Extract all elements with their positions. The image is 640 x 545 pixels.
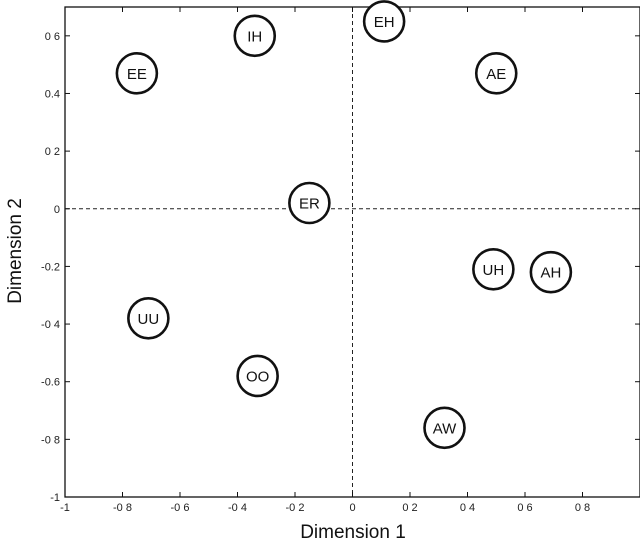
y-tick-label: -0 8 [41, 434, 60, 446]
point-marker [362, 0, 406, 43]
y-tick-label: 0.4 [45, 88, 60, 100]
point-label: AH [540, 265, 561, 282]
data-point: EE [115, 51, 159, 95]
data-point: UH [472, 247, 515, 291]
y-tick-label: 0 2 [45, 146, 60, 158]
data-point: UU [127, 296, 170, 340]
point-label: AW [433, 420, 457, 437]
y-tick-label: -0 4 [41, 319, 60, 331]
point-marker [472, 247, 515, 291]
point-marker [288, 181, 331, 225]
data-point: ER [288, 181, 331, 225]
point-label: OO [246, 368, 269, 385]
x-axis-title: Dimension 1 [300, 522, 406, 543]
data-point: AH [529, 250, 573, 294]
x-tick-label: -0 6 [171, 502, 190, 514]
x-tick-label: 0 8 [575, 502, 590, 514]
point-label: EE [127, 66, 147, 83]
point-label: UU [138, 311, 160, 328]
reference-lines [65, 7, 640, 497]
point-label: IH [247, 28, 262, 45]
data-points: EH IH EE AE ER UH AH UU OO AW [115, 0, 573, 450]
y-tick-label: -0.6 [41, 377, 60, 389]
x-tick-label: -0 4 [228, 502, 247, 514]
x-tick-label: 0 6 [517, 502, 532, 514]
data-point: AE [474, 51, 518, 95]
point-marker [529, 250, 573, 294]
point-label: ER [299, 196, 320, 213]
y-tick-label: -0.2 [41, 261, 60, 273]
point-label: EH [374, 14, 395, 31]
axis-ticks: -1 -0 8 -0 6 -0 4 -0 2 0 0 2 0 4 0 6 0 8 0 6 0.4 0 2… [41, 7, 640, 514]
y-tick-label: -1 [50, 492, 60, 504]
x-tick-label: 0 4 [460, 502, 475, 514]
data-point: IH [233, 14, 277, 58]
x-tick-label: -0 2 [286, 502, 305, 514]
y-tick-label: 0 6 [45, 31, 60, 43]
data-point: EH [362, 0, 406, 43]
point-marker [236, 354, 279, 398]
point-marker [115, 51, 159, 95]
data-point: AW [423, 406, 466, 450]
point-marker [127, 296, 170, 340]
point-marker [423, 406, 466, 450]
point-marker [474, 51, 518, 95]
x-tick-label: 0 2 [402, 502, 417, 514]
point-label: AE [486, 66, 506, 83]
point-label: UH [483, 262, 505, 279]
point-marker [233, 14, 277, 58]
x-tick-label: -0 8 [113, 502, 132, 514]
x-tick-label: 0 [349, 502, 355, 514]
y-axis-title: Dimension 2 [5, 198, 26, 304]
y-tick-label: 0 [54, 204, 60, 216]
data-point: OO [236, 354, 279, 398]
x-tick-label: -1 [60, 502, 70, 514]
